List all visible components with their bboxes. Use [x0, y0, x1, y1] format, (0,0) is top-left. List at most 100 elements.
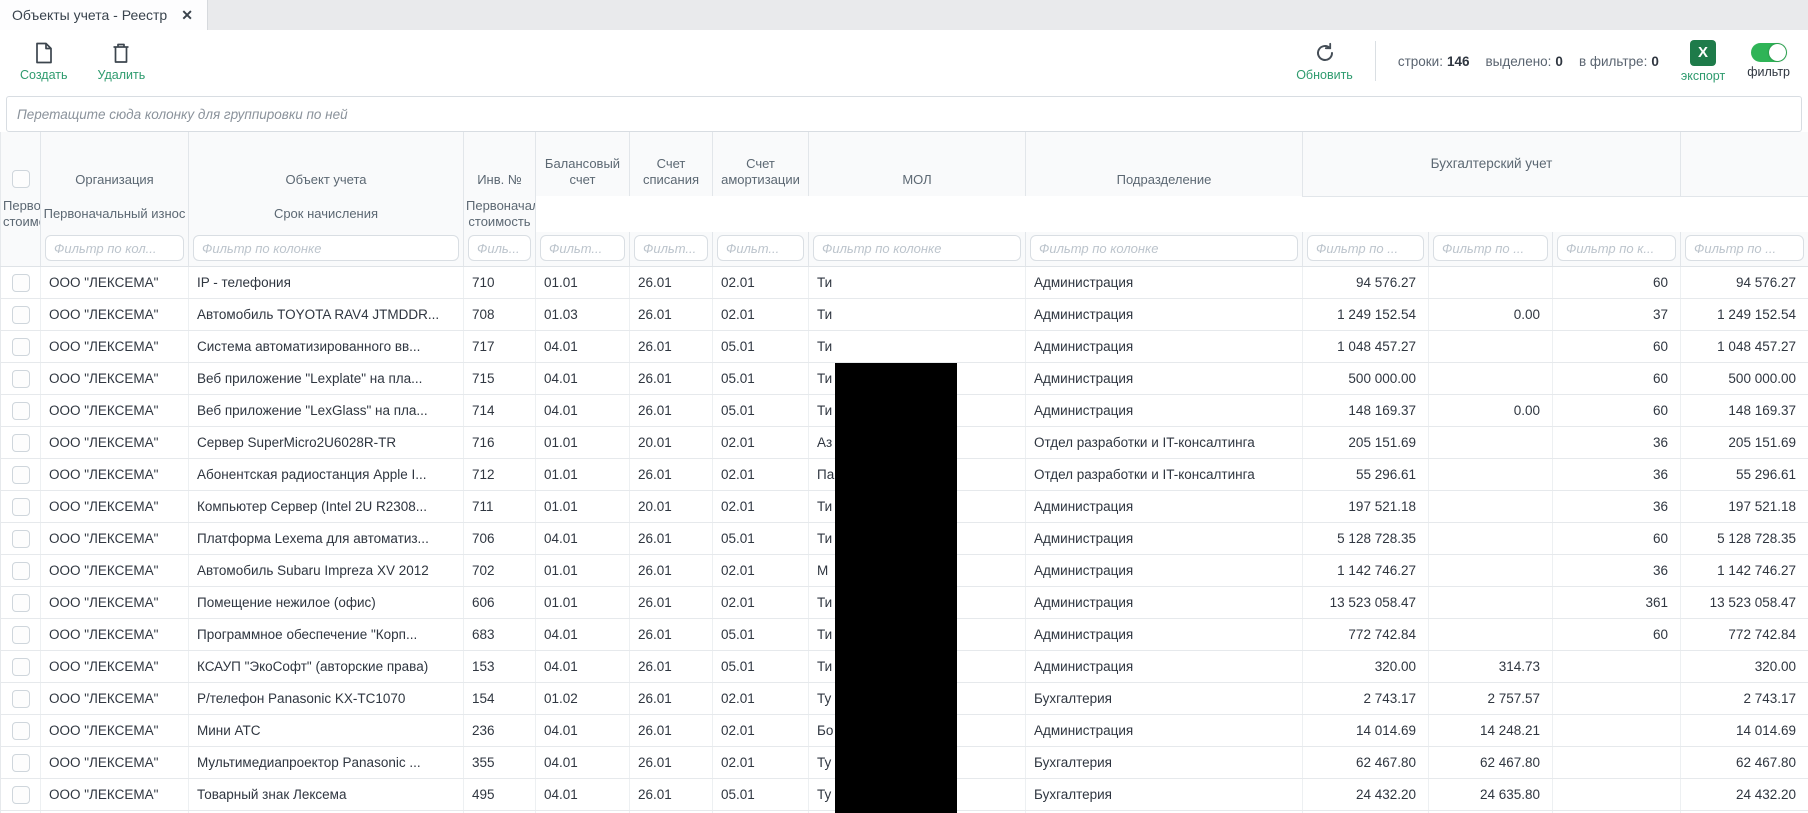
refresh-button[interactable]: Обновить [1296, 41, 1353, 82]
column-header-inventory-number[interactable]: Инв. № [463, 132, 536, 196]
row-checkbox[interactable] [11, 753, 30, 772]
cell-amort: 02.01 [712, 298, 809, 331]
row-checkbox-cell [0, 714, 41, 747]
column-header-department[interactable]: Подразделение [1025, 132, 1303, 196]
filter-input-writeoff-account[interactable] [634, 235, 708, 261]
row-checkbox[interactable] [11, 785, 30, 804]
cell-amort: 05.01 [712, 394, 809, 427]
table-row[interactable]: ООО "ЛЕКСЕМА" Помещение нежилое (офис) 606… [0, 586, 1808, 619]
cell-amort: 05.01 [712, 618, 809, 651]
filter-input-initial-cost[interactable] [1307, 235, 1424, 261]
cell-inv: 714 [463, 394, 536, 427]
filter-input-department[interactable] [1030, 235, 1298, 261]
cell-cost: 1 142 746.27 [1302, 554, 1429, 587]
row-checkbox[interactable] [11, 305, 30, 324]
create-button[interactable]: Создать [20, 41, 68, 82]
row-checkbox[interactable] [11, 529, 30, 548]
cell-cost: 1 048 457.27 [1302, 330, 1429, 363]
cell-cost2: 5 128 728.35 [1680, 522, 1808, 555]
cell-wear: 2 757.57 [1428, 682, 1553, 715]
table-row[interactable]: ООО "ЛЕКСЕМА" Платформа Lexema для автома… [0, 522, 1808, 555]
cell-dep: Администрация [1025, 650, 1303, 683]
row-checkbox[interactable] [11, 337, 30, 356]
cell-writeoff: 26.01 [629, 362, 713, 395]
table-row[interactable]: ООО "ЛЕКСЕМА" Автомобиль TOYOTA RAV4 JTMD… [0, 298, 1808, 331]
row-checkbox[interactable] [11, 593, 30, 612]
rows-count-value: 146 [1446, 53, 1470, 69]
row-checkbox[interactable] [11, 657, 30, 676]
cell-cost: 1 249 152.54 [1302, 298, 1429, 331]
select-all-checkbox-cell [0, 132, 41, 196]
cell-wear: 0.00 [1428, 394, 1553, 427]
cell-object: Программное обеспечение "Корп... [188, 618, 464, 651]
cell-dep: Отдел разработки и IT-консалтинга [1025, 426, 1303, 459]
select-all-checkbox[interactable] [11, 170, 30, 188]
delete-button[interactable]: Удалить [98, 41, 145, 82]
row-checkbox-cell [0, 266, 41, 299]
row-checkbox-cell [0, 426, 41, 459]
filter-input-organization[interactable] [45, 235, 184, 261]
column-header-object[interactable]: Объект учета [188, 132, 464, 196]
filter-input-object[interactable] [193, 235, 459, 261]
row-checkbox[interactable] [11, 465, 30, 484]
column-header-initial-wear[interactable]: Первоначальный износ [40, 196, 189, 232]
filter-input-amortization-account[interactable] [717, 235, 804, 261]
row-checkbox[interactable] [11, 689, 30, 708]
filter-input-balance-account[interactable] [540, 235, 625, 261]
cell-balance: 04.01 [535, 330, 630, 363]
row-checkbox[interactable] [11, 497, 30, 516]
toolbar: Создать Удалить [0, 30, 1808, 92]
tab-objects-registry[interactable]: Объекты учета - Реестр ✕ [0, 0, 208, 30]
row-checkbox[interactable] [11, 369, 30, 388]
cell-amort: 02.01 [712, 714, 809, 747]
cell-inv: 683 [463, 618, 536, 651]
table-header: Организация Объект учета Инв. № Балансов… [0, 132, 1808, 267]
row-checkbox[interactable] [11, 721, 30, 740]
cell-object: Р/телефон Panasonic KX-TC1070 [188, 682, 464, 715]
cell-cost: 2 743.17 [1302, 682, 1429, 715]
column-header-organization[interactable]: Организация [40, 132, 189, 196]
column-header-initial-cost[interactable]: Первоначальная стоимость [0, 196, 41, 232]
row-checkbox[interactable] [11, 561, 30, 580]
filter-input-mol[interactable] [813, 235, 1021, 261]
toggle-on-icon[interactable] [1750, 43, 1787, 62]
filter-input-accrual-term[interactable] [1557, 235, 1676, 261]
cell-term: 60 [1552, 362, 1681, 395]
cell-amort: 02.01 [712, 682, 809, 715]
cell-inv: 606 [463, 586, 536, 619]
column-header-amortization-account[interactable]: Счет амортизации [712, 132, 809, 196]
row-checkbox-cell [0, 746, 41, 779]
column-header-mol[interactable]: МОЛ [808, 132, 1026, 196]
table-row[interactable]: ООО "ЛЕКСЕМА" IP - телефония 710 01.01 26.01… [0, 266, 1808, 299]
cell-org: ООО "ЛЕКСЕМА" [40, 394, 189, 427]
group-by-drop-zone[interactable]: Перетащите сюда колонку для группировки … [6, 96, 1802, 132]
cell-balance: 01.02 [535, 682, 630, 715]
column-header-balance-account[interactable]: Балансовый счет [535, 132, 630, 196]
cell-cost: 148 169.37 [1302, 394, 1429, 427]
row-checkbox[interactable] [11, 401, 30, 420]
column-header-writeoff-account[interactable]: Счет списания [629, 132, 713, 196]
cell-cost2: 94 576.27 [1680, 266, 1808, 299]
trash-icon [109, 41, 133, 65]
row-checkbox[interactable] [11, 433, 30, 452]
filter-input-initial-wear[interactable] [1433, 235, 1548, 261]
row-counters: строки: 146 выделено: 0 в фильтре: 0 [1398, 54, 1659, 69]
table-row[interactable]: ООО "ЛЕКСЕМА" Система автоматизированного… [0, 330, 1808, 363]
filter-toggle-button[interactable]: фильтр [1747, 43, 1790, 79]
export-button[interactable]: X экспорт [1681, 39, 1725, 83]
cell-cost2: 148 169.37 [1680, 394, 1808, 427]
row-checkbox[interactable] [11, 625, 30, 644]
cell-object: КСАУП "ЭкоСофт" (авторские права) [188, 650, 464, 683]
close-icon[interactable]: ✕ [181, 7, 193, 23]
cell-inv: 716 [463, 426, 536, 459]
column-header-initial-cost-2[interactable]: Первоначальная стоимость [463, 196, 536, 232]
column-header-accrual-term[interactable]: Срок начисления [188, 196, 464, 232]
cell-org: ООО "ЛЕКСЕМА" [40, 810, 189, 813]
cell-term [1552, 810, 1681, 813]
table-row[interactable]: ООО "ЛЕКСЕМА" Веб приложение "Lexplate" н… [0, 362, 1808, 395]
row-checkbox[interactable] [11, 273, 30, 292]
cell-balance: 04.01 [535, 650, 630, 683]
filter-input-inventory-number[interactable] [468, 235, 531, 261]
filter-input-initial-cost-2[interactable] [1685, 235, 1804, 261]
cell-cost2: 13 523 058.47 [1680, 586, 1808, 619]
